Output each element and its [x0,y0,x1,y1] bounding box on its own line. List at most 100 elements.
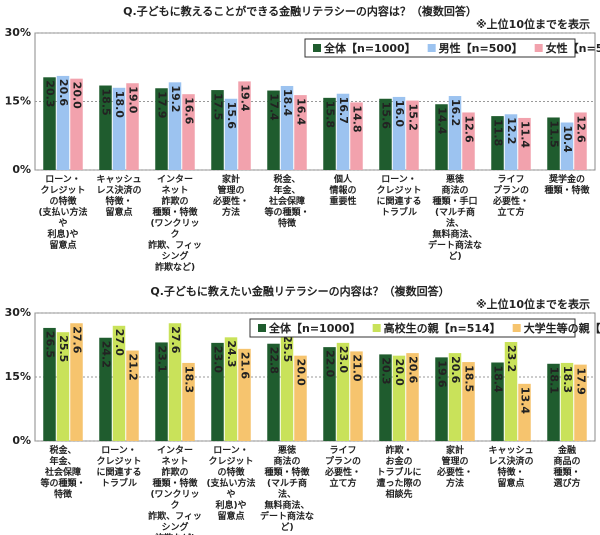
bar [280,85,294,170]
bar [56,332,70,441]
value-label: 23.1 [156,345,169,372]
x-tick-label: 税金、 年金、 社会保障 等の種類・ 特徴 [264,175,310,229]
value-label: 23.0 [337,346,350,373]
bar [238,348,251,441]
value-label: 18.3 [561,366,574,393]
value-label: 25.5 [57,335,70,362]
chart-title: Q.子どもに教えたい金融リテラシーの内容は？（複数回答） [150,284,449,298]
value-label: 25.5 [281,335,294,362]
bar [462,112,475,170]
bar [211,342,224,441]
legend-label: 高校生の親【n=514】 [384,321,501,335]
value-label: 20.6 [449,356,462,383]
x-tick-label: 税金、 年金、 社会保障 等の種類・ 特徴 [40,446,86,500]
x-tick-label: 個人 情報の 重要性 [329,175,357,207]
value-label: 18.5 [463,365,476,392]
x-tick-label: インター ネット 詐欺の 種類・特徴 (ワンクリック 詐欺、フィッシング 詐欺な… [148,175,202,273]
value-label: 10.4 [561,126,574,153]
bar [112,87,126,170]
bar [112,325,126,441]
legend-label: 女性【n=500】 [546,41,600,55]
value-label: 20.0 [71,82,84,109]
value-label: 24.3 [225,340,238,367]
value-label: 20.3 [380,357,393,384]
value-label: 23.0 [212,346,225,373]
x-tick-label: ローン・ クレジット に関連する トラブル [376,175,422,218]
bar [406,353,419,441]
bar [182,94,195,170]
y-tick-label: 30% [5,26,31,39]
x-tick-label: 詐欺・ お金の トラブルに 遭った際の 相談先 [376,446,422,500]
value-label: 18.3 [183,366,196,393]
bar [224,337,238,441]
bar [56,75,70,170]
bar [491,116,504,170]
bar [211,90,224,170]
bar [168,82,182,170]
bar [350,351,363,441]
bar [491,362,504,441]
bar [406,100,419,170]
bar [547,363,560,441]
value-label: 26.5 [44,331,57,358]
x-tick-label: キャッシュ レス決済の 特徴・ 留意点 [96,175,142,218]
value-label: 16.7 [337,97,350,124]
value-label: 27.0 [113,329,126,356]
value-label: 20.3 [44,80,57,107]
value-label: 11.5 [548,120,561,147]
value-label: 18.4 [492,365,505,392]
bar [280,332,294,441]
value-label: 14.8 [351,105,364,132]
bar [126,83,139,170]
value-label: 17.9 [575,368,588,395]
bar [379,98,392,170]
bar [560,122,574,170]
bar [350,102,363,170]
value-label: 14.4 [436,107,449,134]
bar [323,347,336,441]
value-label: 22.8 [268,347,281,374]
value-label: 17.4 [268,94,281,121]
value-label: 19.4 [239,84,252,111]
bar [574,364,587,441]
legend-swatch [258,324,266,332]
bar [560,362,574,441]
legend-swatch [313,44,321,52]
legend-label: 大学生等の親【n=486】 [524,321,600,335]
value-label: 20.0 [393,359,406,386]
bar [70,78,83,170]
bar [99,337,112,441]
bar [462,362,475,441]
value-label: 16.0 [393,100,406,127]
bar [323,97,336,170]
value-label: 11.4 [519,121,532,148]
bar [294,355,307,441]
x-tick-label: 悪徳 商法の 種類・特徴 (マルチ商法、 無料商法、 デート商法など) [259,446,314,533]
bar [574,112,587,170]
value-label: 27.6 [71,326,84,353]
legend-box [304,38,576,58]
x-tick-label: ローン・ クレジット に関連する トラブル [96,446,142,489]
bar [267,343,280,441]
note: ※上位10位までを表示 [476,297,590,311]
y-tick-label: 15% [5,370,31,383]
value-label: 18.1 [548,367,561,394]
value-label: 21.0 [351,354,364,381]
bar [336,342,350,441]
y-tick-label: 30% [5,306,31,319]
value-label: 19.6 [436,360,449,387]
bar [126,350,139,441]
bar [518,117,531,170]
value-label: 20.6 [407,356,420,383]
value-label: 21.6 [239,352,252,379]
x-tick-label: キャッシュ レス決済の 特徴・ 留意点 [488,446,534,489]
x-tick-label: ライフ プランの 必要性・ 立て方 [324,446,361,489]
note: ※上位10位までを表示 [476,17,590,31]
bar [99,85,112,170]
x-tick-label: ローン・ クレジット の特徴 (支払い方法や 利息)や 留意点 [206,446,256,522]
legend-box [249,318,576,338]
bar [155,342,168,441]
legend-label: 男性【n=500】 [439,41,523,55]
value-label: 13.4 [519,387,532,414]
value-label: 15.6 [225,102,238,129]
